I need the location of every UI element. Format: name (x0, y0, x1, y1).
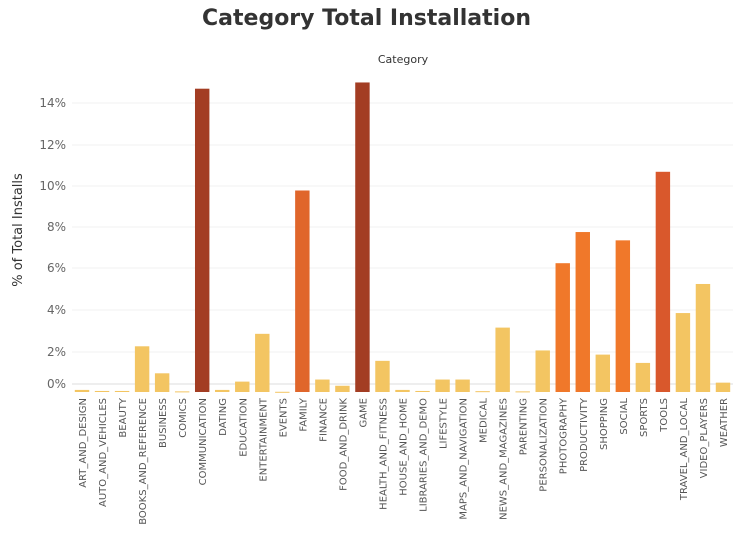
bar-news-and-magazines[interactable] (495, 327, 510, 392)
y-axis-title: % of Total Installs (11, 173, 26, 287)
category-label: BUSINESS (158, 398, 169, 448)
category-label: LIBRARIES_AND_DEMO (419, 398, 430, 512)
gridlines (72, 102, 733, 385)
bar-libraries-and-demo[interactable] (415, 390, 430, 392)
y-tick-label: 2% (47, 345, 66, 359)
y-tick-label: 0% (47, 377, 66, 391)
category-label: BOOKS_AND_REFERENCE (138, 398, 149, 525)
category-label: FINANCE (318, 398, 329, 442)
bar-travel-and-local[interactable] (675, 313, 691, 392)
category-label: SOCIAL (619, 398, 630, 435)
bar-photography[interactable] (555, 263, 570, 392)
bar-books-and-reference[interactable] (134, 346, 150, 392)
y-tick-labels: 0% 2% 4% 6% 8% 10% 12% 14% (39, 96, 66, 391)
category-label: TOOLS (659, 398, 670, 433)
y-tick-label: 4% (47, 303, 66, 317)
category-label: HOUSE_AND_HOME (399, 398, 410, 496)
category-label: NEWS_AND_MAGAZINES (499, 398, 510, 520)
bar-house-and-home[interactable] (395, 389, 410, 392)
bar-weather[interactable] (715, 382, 731, 392)
y-tick-label: 8% (47, 220, 66, 234)
bar-tools[interactable] (655, 171, 671, 392)
category-label: BEAUTY (118, 397, 129, 437)
category-label: LIFESTYLE (439, 398, 450, 449)
bar-art-and-design[interactable] (74, 389, 90, 392)
category-label: PHOTOGRAPHY (559, 397, 570, 474)
category-label: COMMUNICATION (198, 398, 209, 485)
bar-health-and-fitness[interactable] (375, 360, 390, 392)
bar-food-and-drink[interactable] (335, 385, 350, 392)
bar-productivity[interactable] (575, 232, 590, 392)
bar-game[interactable] (355, 82, 370, 393)
bars (74, 82, 731, 393)
category-label: SPORTS (639, 398, 650, 437)
category-label: FOOD_AND_DRINK (338, 398, 349, 491)
bar-entertainment[interactable] (255, 333, 270, 392)
bar-beauty[interactable] (114, 390, 130, 392)
category-label: AUTO_AND_VEHICLES (98, 398, 109, 507)
bar-sports[interactable] (635, 362, 651, 392)
chart-title: Category Total Installation (202, 6, 531, 31)
bar-parenting[interactable] (515, 391, 530, 393)
bar-events[interactable] (275, 391, 290, 393)
bar-medical[interactable] (475, 391, 490, 393)
category-label: GAME (358, 398, 369, 428)
bar-finance[interactable] (315, 379, 330, 392)
category-label: PERSONALIZATION (539, 398, 550, 492)
bar-family[interactable] (295, 190, 310, 392)
category-label: EDUCATION (238, 398, 249, 457)
bar-shopping[interactable] (595, 354, 611, 392)
category-label: FAMILY (298, 397, 309, 431)
bar-maps-and-navigation[interactable] (455, 379, 470, 392)
y-tick-label: 12% (39, 138, 66, 152)
bar-auto-and-vehicles[interactable] (94, 390, 110, 392)
bar-personalization[interactable] (535, 350, 550, 392)
bar-lifestyle[interactable] (435, 379, 450, 392)
category-label: TRAVEL_AND_LOCAL (679, 398, 690, 502)
category-label: EVENTS (278, 398, 289, 437)
category-label: PRODUCTIVITY (579, 397, 590, 472)
bar-business[interactable] (154, 373, 170, 392)
bar-social[interactable] (615, 240, 631, 392)
category-label: WEATHER (719, 398, 730, 447)
bar-education[interactable] (235, 381, 250, 392)
bar-dating[interactable] (215, 389, 230, 392)
category-label: DATING (218, 398, 229, 436)
category-label: ART_AND_DESIGN (78, 398, 89, 488)
y-tick-label: 14% (39, 96, 66, 110)
bar-video-players[interactable] (695, 283, 711, 392)
column-header: Category (378, 53, 429, 66)
category-label: ENTERTAINMENT (258, 397, 269, 481)
y-tick-label: 6% (47, 261, 66, 275)
y-tick-label: 10% (39, 179, 66, 193)
category-label: HEALTH_AND_FITNESS (378, 398, 389, 510)
category-label: COMICS (178, 398, 189, 438)
category-label: SHOPPING (599, 398, 610, 450)
category-labels: ART_AND_DESIGN AUTO_AND_VEHICLES BEAUTY BOO… (78, 397, 730, 525)
bar-communication[interactable] (194, 88, 210, 392)
category-label: MAPS_AND_NAVIGATION (459, 398, 470, 520)
category-label: PARENTING (519, 398, 530, 455)
category-label: VIDEO_PLAYERS (699, 398, 710, 478)
category-label: MEDICAL (479, 398, 490, 443)
bar-comics[interactable] (174, 391, 190, 393)
